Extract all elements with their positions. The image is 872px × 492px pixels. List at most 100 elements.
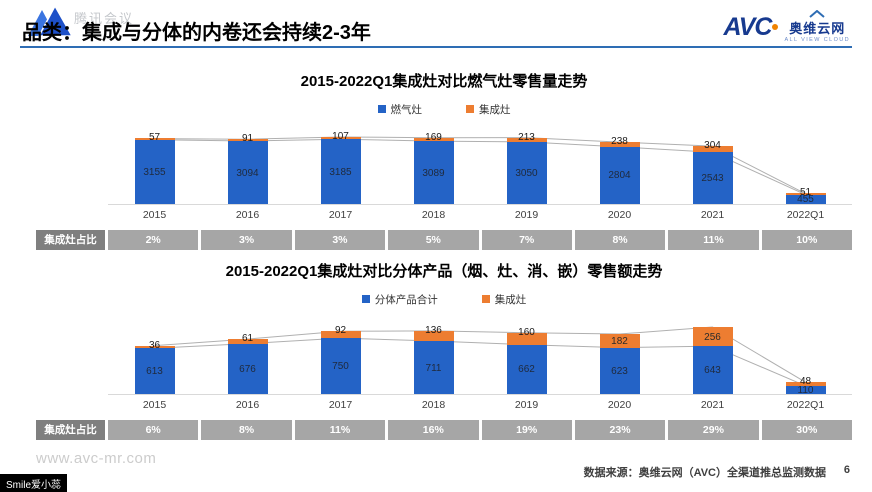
- bar-value-label-燃气灶: 455: [797, 194, 814, 206]
- bar-value-label-集成灶: 57: [148, 132, 161, 144]
- legend-item: 燃气灶: [377, 102, 423, 117]
- bar-segment-集成灶: [785, 193, 826, 195]
- bar-value-label-集成灶: 136: [425, 324, 442, 336]
- bar-value-label-燃气灶: 3089: [422, 167, 445, 179]
- legend-label: 集成灶: [479, 103, 511, 116]
- bar-value-label-集成灶: 160: [518, 326, 535, 338]
- avc-logo-right: 奥维云网 ALL VIEW CLOUD: [784, 9, 850, 43]
- bar-value-label-分体产品合计: 110: [797, 384, 814, 396]
- bar-segment-集成灶: [320, 137, 361, 140]
- ratio-cell-2019: 19%: [481, 420, 572, 440]
- bar-segment-集成灶: [599, 334, 640, 348]
- bar-value-label-分体产品合计: 643: [704, 365, 721, 377]
- axis-tick-label: 2020: [607, 399, 632, 411]
- chart-value-split-vs-integrated: 2015-2022Q1集成灶对比分体产品（烟、灶、消、嵌）零售额走势 分体产品合…: [36, 260, 852, 440]
- chart-volume-gas-vs-integrated: 2015-2022Q1集成灶对比燃气灶零售量走势 燃气灶 集成灶 57 3155 91…: [36, 70, 852, 250]
- chart-plot-area: 36 613 61 676 92 750 136 711 160 662 182 623 256 643 4…: [108, 314, 852, 396]
- ratio-cell-2019: 7%: [481, 230, 572, 250]
- bar-value-label-燃气灶: 2543: [701, 173, 724, 185]
- bar-segment-集成灶: [506, 332, 547, 345]
- stacked-bar: [320, 331, 361, 394]
- bar-column-2020: 238 2804: [573, 124, 666, 204]
- bar-value-label-分体产品合计: 662: [518, 364, 535, 376]
- ratio-cell-2018: 16%: [388, 420, 479, 440]
- bar-value-label-集成灶: 48: [799, 376, 812, 388]
- legend-swatch-icon: [481, 295, 490, 303]
- bar-segment-集成灶: [320, 331, 361, 339]
- legend-swatch-icon: [377, 105, 386, 113]
- ratio-cell-2018: 5%: [388, 230, 479, 250]
- bar-value-label-燃气灶: 3094: [236, 167, 259, 179]
- bar-column-2016: 61 676: [201, 314, 294, 394]
- bar-value-label-集成灶: 51: [799, 187, 812, 199]
- avc-logo-tagline: ALL VIEW CLOUD: [784, 37, 850, 43]
- bar-column-2019: 213 3050: [480, 124, 573, 204]
- legend-label: 集成灶: [494, 293, 527, 306]
- ratio-cell-2022Q1: 30%: [761, 420, 852, 440]
- avc-logo-dot-icon: [772, 23, 779, 30]
- stacked-bar: [413, 330, 454, 394]
- bar-value-label-分体产品合计: 613: [146, 366, 163, 378]
- avc-logo-text: AVC: [723, 12, 773, 41]
- axis-tick-label: 2022Q1: [786, 399, 825, 411]
- bar-value-label-集成灶: 36: [148, 339, 161, 351]
- bar-segment-集成灶: [599, 142, 640, 147]
- chart-legend: 燃气灶 集成灶: [36, 102, 852, 117]
- bar-segment-分体产品合计: [785, 385, 826, 394]
- stacked-bar: [134, 345, 175, 394]
- bar-value-label-集成灶: 61: [241, 333, 254, 345]
- bar-segment-分体产品合计: [320, 338, 361, 394]
- avc-roof-icon: [809, 9, 825, 18]
- bar-column-2017: 92 750: [294, 314, 387, 394]
- stacked-bar: [599, 142, 640, 204]
- ratio-cell-2015: 2%: [108, 230, 199, 250]
- bar-segment-集成灶: [413, 330, 454, 342]
- ratio-cell-2022Q1: 10%: [761, 230, 852, 250]
- ratio-cell-2015: 6%: [108, 420, 199, 440]
- bar-value-label-集成灶: 182: [611, 335, 628, 347]
- mountain-logo-icon: [26, 4, 74, 43]
- chart-x-axis: 2015 2016 2017 2018 2019 2020 2021 2022Q1: [108, 204, 852, 223]
- website-watermark: www.avc-mr.com: [36, 450, 157, 467]
- axis-tick-label: 2020: [607, 209, 632, 221]
- screen-share-name-tag: Smile爱小蕊: [0, 474, 68, 492]
- bar-column-2015: 36 613: [108, 314, 201, 394]
- header-divider: [20, 46, 852, 48]
- bar-segment-燃气灶: [599, 146, 640, 204]
- bar-column-2020: 182 623: [573, 314, 666, 394]
- ratio-cell-2021: 11%: [668, 230, 759, 250]
- bar-segment-燃气灶: [692, 152, 733, 204]
- bar-value-label-集成灶: 256: [704, 331, 721, 343]
- stacked-bar: [506, 332, 547, 394]
- bar-segment-集成灶: [506, 137, 547, 142]
- ratio-cell-2021: 29%: [668, 420, 759, 440]
- bar-value-label-集成灶: 91: [241, 133, 254, 145]
- bar-segment-分体产品合计: [506, 344, 547, 394]
- bar-column-2021: 256 643: [666, 314, 759, 394]
- legend-label: 分体产品合计: [374, 293, 438, 306]
- bar-segment-集成灶: [227, 139, 268, 142]
- legend-label: 燃气灶: [390, 103, 423, 116]
- bar-segment-集成灶: [134, 345, 175, 349]
- bar-segment-燃气灶: [134, 139, 175, 204]
- stacked-bar: [134, 138, 175, 204]
- bar-value-label-分体产品合计: 623: [611, 365, 628, 377]
- legend-swatch-icon: [466, 105, 474, 113]
- meeting-watermark: 腾讯会议: [74, 11, 135, 26]
- axis-tick-label: 2017: [328, 399, 353, 411]
- axis-tick-label: 2015: [142, 209, 167, 221]
- stacked-bar: [785, 382, 826, 394]
- bar-column-2021: 304 2543: [666, 124, 759, 204]
- bar-segment-集成灶: [785, 382, 826, 386]
- bar-segment-燃气灶: [785, 194, 826, 204]
- bar-value-label-燃气灶: 3050: [515, 167, 538, 179]
- ratio-cell-2020: 23%: [574, 420, 666, 440]
- ratio-cell-2016: 8%: [201, 420, 292, 440]
- bar-column-2019: 160 662: [480, 314, 573, 394]
- axis-tick-label: 2018: [421, 209, 446, 221]
- ratio-table: 集成灶占比 6% 8% 11% 16% 19% 23% 29% 30%: [36, 420, 852, 440]
- legend-item: 分体产品合计: [361, 292, 438, 307]
- bar-value-label-集成灶: 304: [704, 140, 721, 152]
- data-source-note: 数据来源：奥维云网（AVC）全渠道推总监测数据: [583, 467, 826, 479]
